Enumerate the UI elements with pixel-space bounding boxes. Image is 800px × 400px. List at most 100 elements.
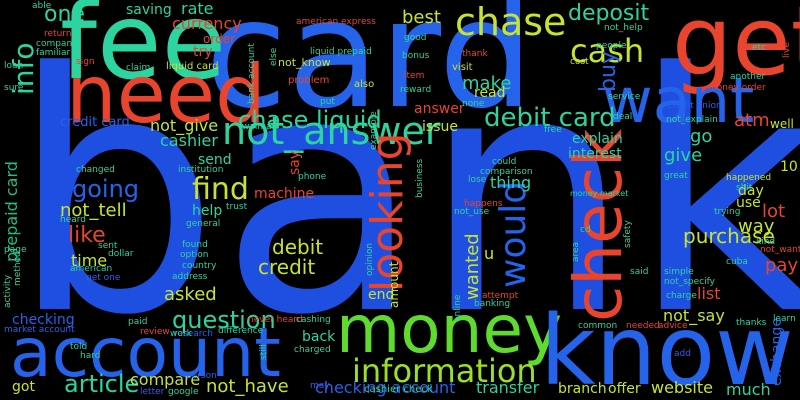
word-institution: institution: [178, 165, 224, 175]
word-return: return: [44, 29, 72, 39]
word-safety: safety: [623, 220, 633, 248]
word-difference: difference: [218, 326, 264, 336]
word-general: general: [186, 219, 221, 229]
word-give: give: [664, 145, 703, 166]
word-shit: shit: [736, 183, 753, 193]
word-go: go: [690, 126, 713, 147]
word-etc: etc: [752, 43, 767, 53]
word-chase-liquid: chase liquid: [238, 106, 382, 134]
word-found: found: [182, 240, 208, 250]
word-wanted: wanted: [462, 233, 483, 300]
word-live: live: [782, 42, 792, 58]
word-much: much: [726, 380, 771, 399]
word-question: question: [172, 306, 276, 334]
word-saving: saving: [126, 2, 172, 18]
word-told: told: [70, 342, 88, 352]
word-reward: reward: [400, 85, 432, 95]
word-not-have: not_have: [206, 376, 289, 397]
word-not-give: not_give: [150, 116, 219, 135]
word-sent: sent: [98, 241, 118, 251]
word-checking-account: checking account: [315, 378, 456, 397]
word-charged: charged: [294, 345, 331, 355]
word-explain: explain: [572, 131, 623, 147]
word-purchase: purchase: [683, 224, 775, 248]
word-letter: letter: [140, 387, 165, 397]
word-currency: currency: [172, 14, 242, 33]
word-problem: problem: [288, 75, 330, 86]
word-online: online: [453, 294, 463, 322]
word-add: add: [674, 349, 691, 359]
word-help: help: [192, 203, 223, 219]
word-page: page: [4, 245, 27, 255]
word-paid: paid: [128, 317, 148, 327]
word-chase: chase: [455, 0, 567, 44]
word-would: would: [493, 180, 534, 288]
word-back: back: [302, 329, 336, 345]
word-advice: advice: [658, 321, 688, 331]
word-order: order: [203, 32, 235, 46]
word-lot: lot: [762, 201, 786, 222]
word-hard: hard: [80, 351, 101, 361]
word-bonus: bonus: [402, 51, 430, 61]
word-get: get: [672, 0, 800, 97]
word-phone: phone: [298, 172, 327, 182]
word-activity: activity: [3, 274, 13, 308]
word-offer: offer: [608, 381, 641, 397]
word-happens: happens: [464, 199, 503, 209]
word-interest: interest: [568, 146, 622, 162]
word-not-tell: not_tell: [60, 200, 127, 221]
word-cd: cd: [580, 225, 591, 235]
word-person: person: [186, 371, 217, 381]
word-work: work: [170, 329, 192, 339]
word-needed: needed: [626, 321, 660, 331]
word-item: item: [404, 71, 425, 81]
word-website: website: [651, 378, 713, 397]
word-cashing: cashing: [296, 315, 331, 325]
word-american: american: [70, 264, 113, 274]
word-walmart: walmart: [242, 122, 279, 132]
word-put: put: [320, 97, 335, 107]
word-loan: loan: [4, 61, 24, 71]
word-not-want: not_want: [760, 245, 800, 255]
word-attempt: attempt: [482, 291, 519, 301]
word-free: free: [544, 125, 562, 135]
word-may: may: [310, 381, 330, 391]
word-else: else: [269, 47, 279, 66]
word-buy: buy: [596, 51, 621, 92]
word-another: another: [730, 72, 766, 82]
word-not-explain: not_explain: [666, 115, 718, 125]
word-said: said: [630, 267, 649, 277]
word-know: know: [540, 295, 794, 400]
word-like: like: [68, 223, 106, 248]
word-heard: heard: [60, 215, 87, 225]
word-market-account: market account: [4, 325, 75, 335]
word-could: could: [492, 157, 517, 167]
word-time: time: [71, 251, 108, 270]
word-lose: lose: [468, 175, 487, 185]
word-one: one: [44, 2, 85, 27]
word-article: article: [64, 370, 140, 398]
word-changed: changed: [76, 165, 115, 175]
word-none: none: [462, 99, 485, 109]
word-liquid-card: liquid card: [166, 61, 219, 72]
word-cuba: cuba: [726, 257, 748, 267]
word-never-heard: never heard: [248, 315, 303, 325]
word-answer: answer: [414, 101, 465, 117]
word-claim: claim: [126, 63, 151, 73]
word-not-answer: not_answer: [222, 109, 441, 153]
word-thank: thank: [462, 49, 488, 59]
word-not-use: not_use: [454, 207, 490, 217]
word-not-help: not_help: [604, 23, 643, 33]
word-good: good: [404, 33, 427, 43]
word-deposit: deposit: [568, 1, 650, 26]
word-branch: branch: [558, 381, 607, 397]
word-trying: trying: [714, 207, 741, 217]
word-pay: pay: [765, 255, 799, 276]
word-company: company: [36, 39, 78, 49]
word-money-order: money order: [708, 83, 766, 93]
word-well: well: [770, 117, 794, 131]
word-day: day: [738, 183, 764, 199]
word-way: way: [738, 216, 775, 237]
word-charge: charge: [666, 291, 697, 301]
